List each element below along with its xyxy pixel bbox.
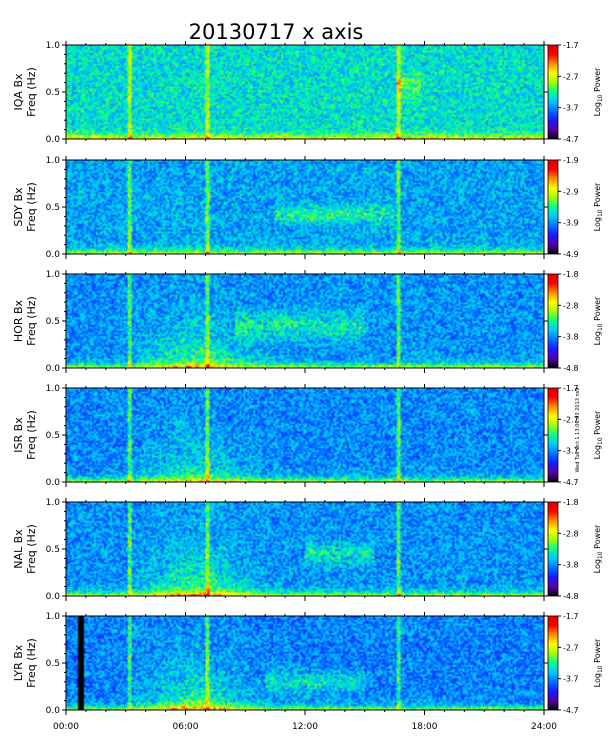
colorbar-tick-label: -3.7 [563,675,579,684]
colorbar-tick-label: -3.7 [563,104,579,113]
y-tick-label: 0.5 [46,659,60,669]
y-tick-label: 0.5 [46,545,60,555]
colorbar-tick-label: -2.8 [563,529,579,538]
colorbar-tick-label: -3.8 [563,561,579,570]
spectrogram-image [66,616,544,710]
station-label: SDY Bx [12,187,25,227]
colorbar-tick-label: -4.8 [563,364,579,373]
colorbar-tick-label: -3.9 [563,219,579,228]
panel-nal: 0.0 0.5 1.0 NAL Bx Freq (Hz) -1.8 -2.8 -3.8 -4.8… [12,498,604,602]
freq-axis-label: Freq (Hz) [25,410,38,460]
freq-axis-label: Freq (Hz) [25,524,38,574]
colorbar-tick-label: -2.7 [563,415,579,424]
y-tick-label: 1.0 [46,41,61,51]
colorbar-tick-label: -3.7 [563,447,579,456]
colorbar-bar [547,159,559,255]
station-label: IQA Bx [12,73,25,110]
y-tick-label: 1.0 [46,498,61,508]
colorbar-label: Log10 Power [593,524,604,573]
x-tick-label: 12:00 [292,722,318,732]
colorbar-tick-label: -1.9 [563,156,579,165]
colorbar-tick-label: -2.7 [563,643,579,652]
station-label: ISR Bx [12,417,25,453]
colorbar-bar [547,615,559,711]
y-tick-label: 1.0 [46,384,61,394]
freq-axis-label: Freq (Hz) [25,638,38,688]
y-tick-label: 0.5 [46,88,60,98]
colorbar-tick-label: -3.8 [563,333,579,342]
y-tick-label: 0.0 [46,478,61,488]
y-tick-label: 0.5 [46,317,60,327]
figure-title: 20130717 x axis [189,20,364,44]
colorbar-tick-label: -4.7 [563,135,579,144]
colorbar-tick-label: -1.7 [563,41,579,50]
panel-isr: 0.0 0.5 1.0 ISR Bx Freq (Hz) -1.7 -2.7 -3.7 -4.7… [12,384,604,488]
colorbar-label: Log10 Power [593,182,604,231]
freq-axis-label: Freq (Hz) [25,296,38,346]
y-tick-label: 0.5 [46,203,60,213]
colorbar-tick-label: -2.7 [563,72,579,81]
y-tick-label: 0.0 [46,706,61,716]
colorbar-tick-label: -4.7 [563,706,579,715]
y-tick-label: 1.0 [46,612,61,622]
panel-sdy: 0.0 0.5 1.0 SDY Bx Freq (Hz) -1.9 -2.9 -3.9 -4.9… [12,156,604,260]
colorbar: -1.7 -2.7 -3.7 -4.7 Log10 Power [547,612,604,715]
panel-iqa: 0.0 0.5 1.0 IQA Bx Freq (Hz) -1.7 -2.7 -3.7 -4.7… [12,41,604,145]
spectrogram-image [66,160,544,254]
y-tick-label: 0.0 [46,592,61,602]
colorbar-bar [547,44,559,140]
y-tick-label: 0.0 [46,135,61,145]
freq-axis-label: Freq (Hz) [25,182,38,232]
colorbar-bar [547,501,559,597]
colorbar-tick-label: -2.9 [563,187,579,196]
station-label: LYR Bx [12,644,25,681]
panel-lyr: 0.0 0.5 1.0 LYR Bx Freq (Hz) -1.7 -2.7 -3.7 -4.7… [12,612,604,716]
station-label: NAL Bx [12,529,25,569]
colorbar-tick-label: -4.9 [563,250,579,259]
spectrogram-image [66,45,544,139]
y-tick-label: 1.0 [46,270,61,280]
colorbar: -1.9 -2.9 -3.9 -4.9 Log10 Power [547,156,604,259]
colorbar-label: Log10 Power [593,638,604,687]
side-note: Wed Tue Oct 1 13:06:03 2013 ns9 [575,388,581,473]
colorbar: -1.7 -2.7 -3.7 -4.7 Log10 Power [547,384,604,487]
colorbar-tick-label: -1.7 [563,384,579,393]
colorbar-label: Log10 Power [593,296,604,345]
colorbar-tick-label: -4.8 [563,592,579,601]
colorbar-tick-label: -1.7 [563,612,579,621]
colorbar-tick-label: -1.8 [563,498,579,507]
spectrogram-image [66,274,544,368]
colorbar-bar [547,273,559,369]
y-tick-label: 0.0 [46,364,61,374]
x-tick-label: 06:00 [173,722,199,732]
colorbar: -1.8 -2.8 -3.8 -4.8 Log10 Power [547,270,604,373]
x-tick-label: 18:00 [412,722,438,732]
colorbar: -1.7 -2.7 -3.7 -4.7 Log10 Power [547,41,604,144]
y-tick-label: 1.0 [46,156,61,166]
freq-axis-label: Freq (Hz) [25,67,38,117]
x-tick-label: 24:00 [531,722,557,732]
y-tick-label: 0.0 [46,250,61,260]
colorbar-bar [547,387,559,483]
colorbar-tick-label: -2.8 [563,301,579,310]
x-tick-label: 00:00 [53,722,79,732]
spectrogram-image [66,502,544,596]
colorbar-tick-label: -1.8 [563,270,579,279]
colorbar-tick-label: -4.7 [563,478,579,487]
panel-hor: 0.0 0.5 1.0 HOR Bx Freq (Hz) -1.8 -2.8 -3.8 -4.8… [12,270,604,374]
colorbar-label: Log10 Power [593,67,604,116]
station-label: HOR Bx [12,299,25,342]
spectrogram-image [66,388,544,482]
colorbar: -1.8 -2.8 -3.8 -4.8 Log10 Power [547,498,604,601]
y-tick-label: 0.5 [46,431,60,441]
colorbar-label: Log10 Power [593,410,604,459]
